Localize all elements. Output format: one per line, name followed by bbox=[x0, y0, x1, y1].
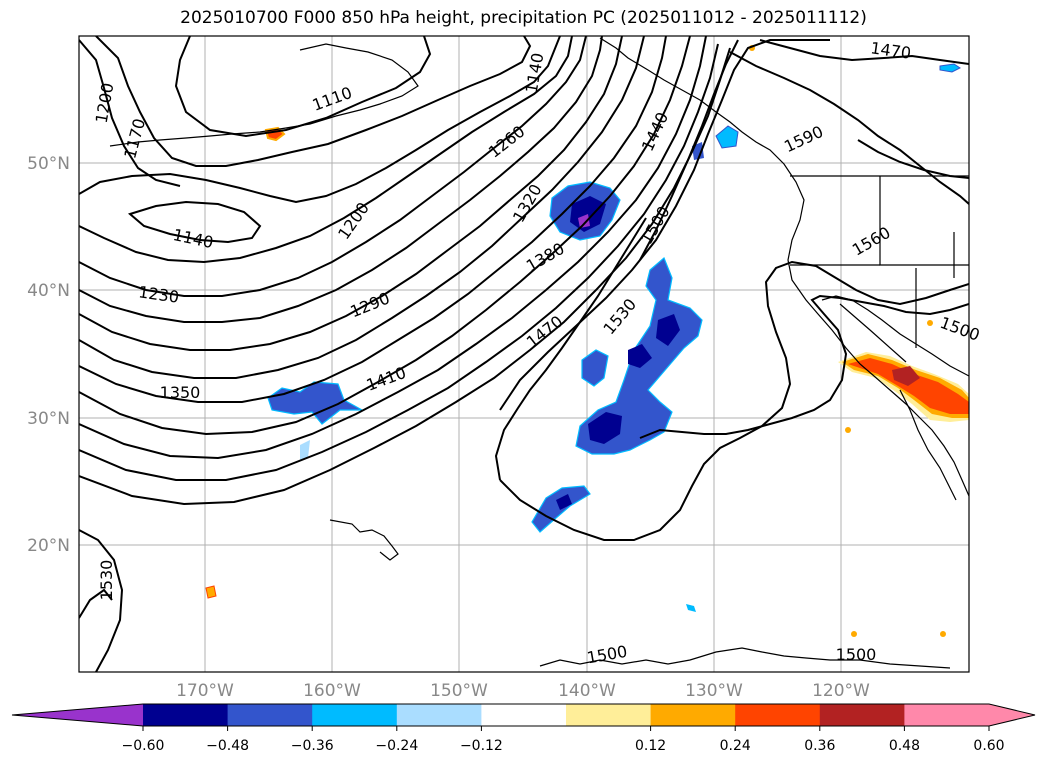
colorbar-bin bbox=[650, 704, 736, 726]
lon-label: 140°W bbox=[558, 681, 616, 701]
map-title: 2025010700 F000 850 hPa height, precipit… bbox=[180, 8, 867, 28]
colorbar-tick-label: 0.24 bbox=[720, 738, 751, 754]
map-frame bbox=[78, 35, 970, 673]
colorbar-tick-label: 0.60 bbox=[973, 738, 1004, 754]
colorbar-bin bbox=[143, 704, 229, 726]
contour-label: 1350 bbox=[160, 383, 201, 402]
contour-label: 1500 bbox=[836, 645, 877, 664]
map-content bbox=[79, 36, 969, 672]
graticule bbox=[79, 36, 969, 672]
lon-label: 160°W bbox=[303, 681, 361, 701]
colorbar: −0.60 −0.48 −0.36 −0.24 −0.12 0.12 0.24 … bbox=[11, 703, 1036, 754]
precip-negative-band-eastpac bbox=[531, 63, 961, 612]
colorbar-ticks: −0.60 −0.48 −0.36 −0.24 −0.12 0.12 0.24 … bbox=[122, 738, 1005, 754]
colorbar-tick-label: 0.12 bbox=[635, 738, 666, 754]
colorbar-bin bbox=[396, 704, 482, 726]
colorbar-tick-label: −0.24 bbox=[375, 738, 418, 754]
precip-positive-area-california bbox=[205, 45, 969, 637]
lon-label: 130°W bbox=[685, 681, 743, 701]
colorbar-bin bbox=[566, 704, 652, 726]
colorbar-bin bbox=[481, 704, 567, 726]
latitude-labels: 50°N 40°N 30°N 20°N bbox=[27, 154, 70, 556]
height-contours bbox=[79, 36, 969, 672]
longitude-labels: 170°W 160°W 150°W 140°W 130°W 120°W bbox=[176, 681, 870, 701]
colorbar-tick-label: 0.48 bbox=[889, 738, 920, 754]
colorbar-tick-label: −0.60 bbox=[122, 738, 165, 754]
precip-negative-area-gulf-alaska bbox=[549, 181, 621, 241]
colorbar-tick-label: −0.48 bbox=[206, 738, 249, 754]
colorbar-bin bbox=[227, 704, 313, 726]
lon-label: 170°W bbox=[176, 681, 234, 701]
lat-label: 40°N bbox=[27, 281, 70, 301]
colorbar-bin bbox=[819, 704, 905, 726]
colorbar-bin bbox=[312, 704, 398, 726]
colorbar-tick-marks bbox=[142, 726, 990, 731]
colorbar-tick-label: −0.36 bbox=[291, 738, 334, 754]
lon-label: 150°W bbox=[430, 681, 488, 701]
lat-label: 50°N bbox=[27, 154, 70, 174]
colorbar-over-arrow bbox=[989, 704, 1035, 726]
lat-label: 20°N bbox=[27, 536, 70, 556]
colorbar-tick-label: −0.12 bbox=[460, 738, 503, 754]
lat-label: 30°N bbox=[27, 409, 70, 429]
colorbar-bins bbox=[143, 704, 990, 726]
coastlines bbox=[109, 37, 969, 669]
contour-label: 1530 bbox=[97, 560, 116, 601]
colorbar-tick-label: 0.36 bbox=[804, 738, 835, 754]
lon-label: 120°W bbox=[812, 681, 870, 701]
colorbar-bin bbox=[735, 704, 821, 726]
colorbar-bin bbox=[904, 704, 990, 726]
colorbar-under-arrow bbox=[12, 704, 143, 726]
